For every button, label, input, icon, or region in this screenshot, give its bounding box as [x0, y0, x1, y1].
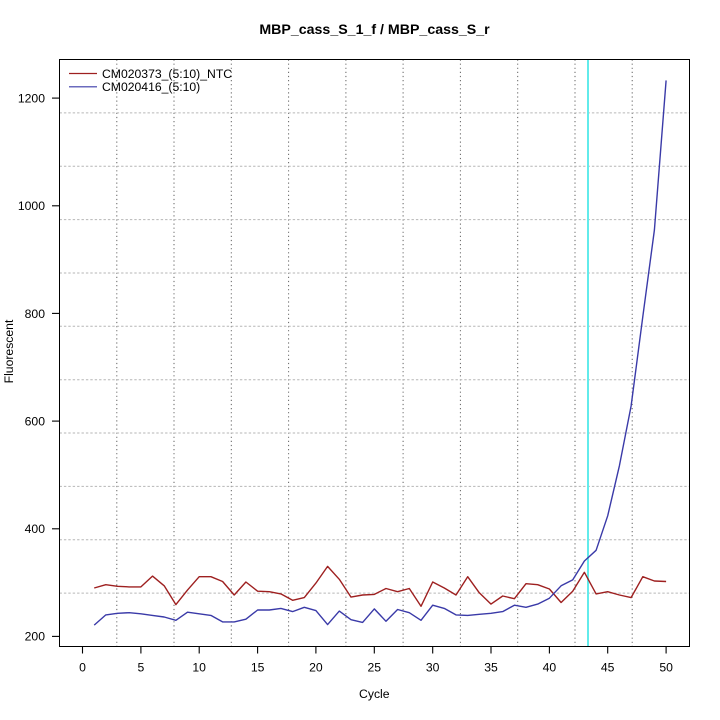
svg-text:50: 50 [659, 661, 673, 675]
svg-text:600: 600 [25, 414, 46, 428]
svg-text:20: 20 [309, 661, 323, 675]
svg-text:CM020416_(5:10): CM020416_(5:10) [102, 80, 200, 94]
svg-text:25: 25 [368, 661, 382, 675]
svg-text:45: 45 [601, 661, 615, 675]
svg-text:CM020373_(5:10)_NTC: CM020373_(5:10)_NTC [102, 67, 232, 81]
svg-text:30: 30 [426, 661, 440, 675]
svg-text:200: 200 [25, 630, 46, 644]
svg-text:MBP_cass_S_1_f / MBP_cass_S_r: MBP_cass_S_1_f / MBP_cass_S_r [259, 22, 490, 38]
svg-text:5: 5 [138, 661, 145, 675]
svg-text:Fluorescent: Fluorescent [2, 319, 16, 383]
svg-text:1000: 1000 [18, 199, 45, 213]
svg-text:15: 15 [251, 661, 265, 675]
svg-text:10: 10 [192, 661, 206, 675]
svg-text:800: 800 [25, 307, 46, 321]
svg-text:1200: 1200 [18, 91, 45, 105]
svg-text:0: 0 [79, 661, 86, 675]
svg-text:Cycle: Cycle [359, 687, 390, 701]
svg-text:35: 35 [484, 661, 498, 675]
svg-text:400: 400 [25, 522, 46, 536]
svg-text:40: 40 [543, 661, 557, 675]
